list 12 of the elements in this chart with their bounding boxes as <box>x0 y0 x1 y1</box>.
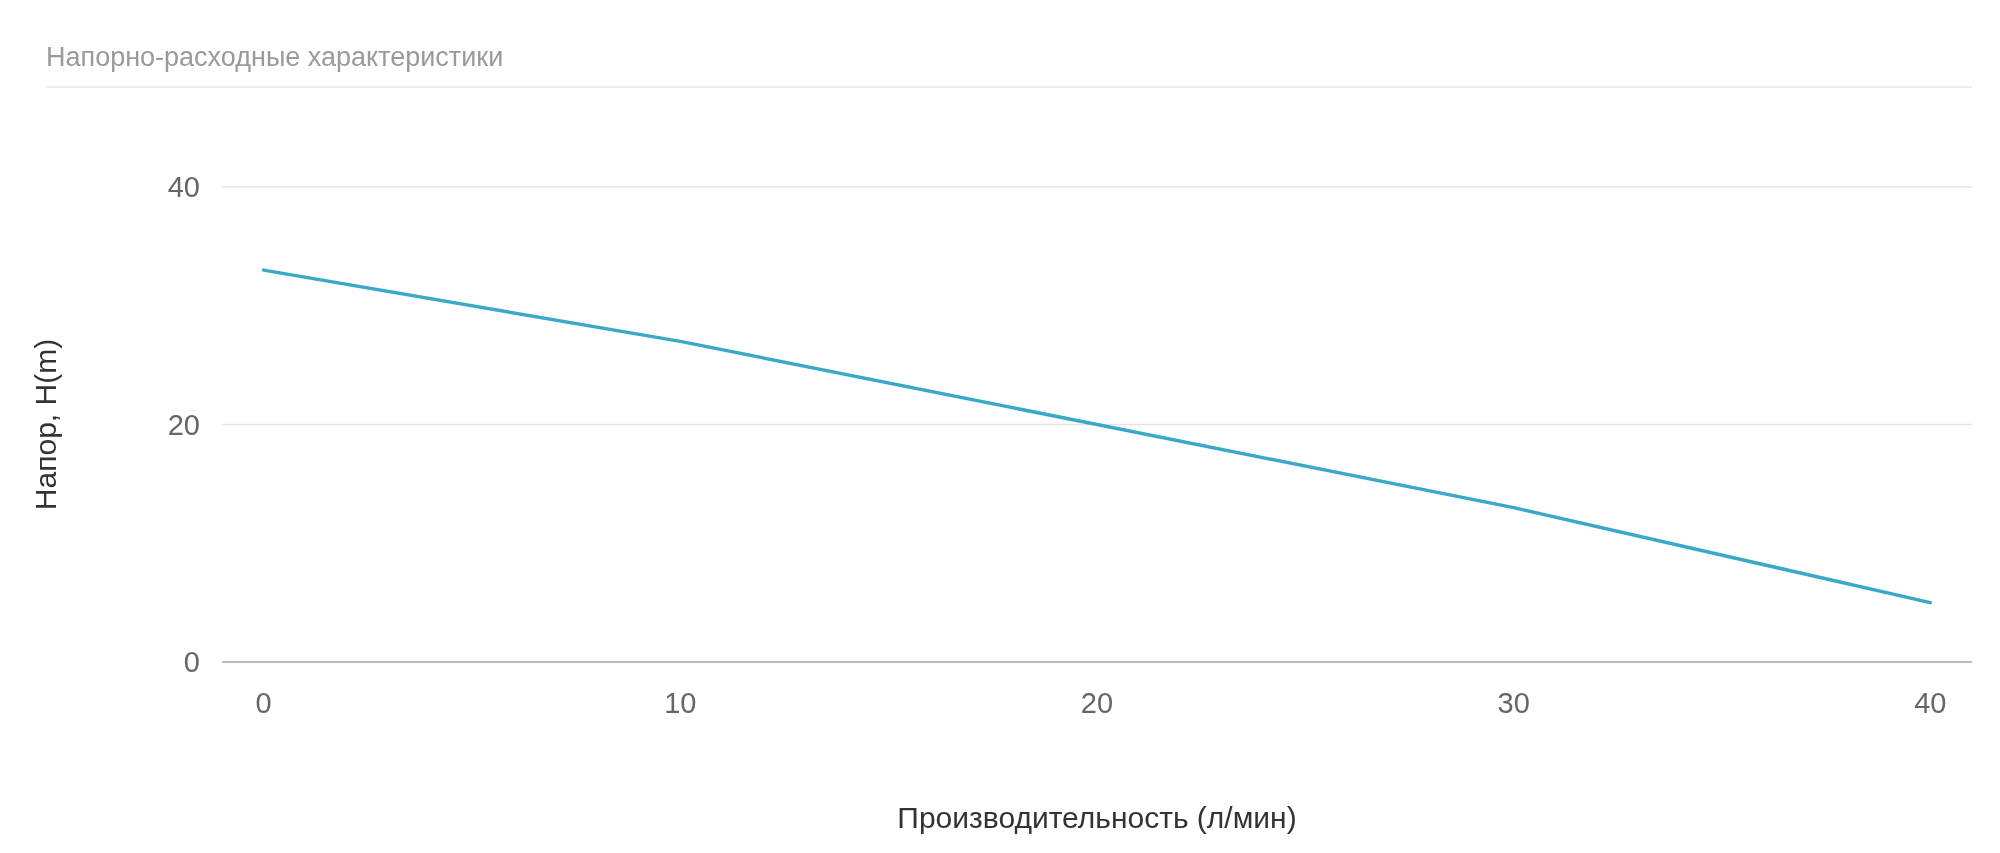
x-axis-title: Производительность (л/мин) <box>897 801 1297 834</box>
x-tick-label: 10 <box>664 687 697 719</box>
y-tick-label: 40 <box>167 171 200 204</box>
x-tick-label: 20 <box>1080 687 1114 719</box>
y-axis-title: Напор, H(m) <box>29 338 62 511</box>
line-series <box>261 268 1933 605</box>
y-tick-label: 20 <box>167 408 200 441</box>
y-tick-label: 0 <box>183 646 200 679</box>
chart-title: Напорно-расходные характеристики <box>46 42 504 72</box>
x-tick-label: 40 <box>1914 687 1947 719</box>
x-tick-label: 30 <box>1497 687 1530 719</box>
x-tick-label: 0 <box>255 687 272 719</box>
